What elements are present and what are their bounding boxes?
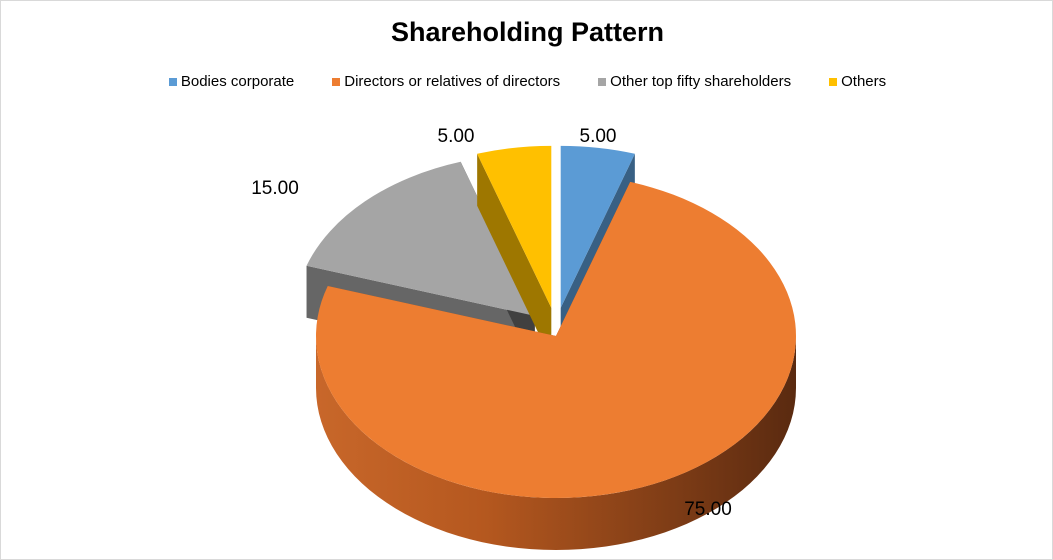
legend-item-bodies-corporate: Bodies corporate (168, 73, 295, 90)
slice-top (315, 181, 796, 499)
slice-side (316, 336, 796, 550)
pie-slice (477, 145, 552, 360)
legend: Bodies corporate Directors or relatives … (1, 73, 1052, 90)
data-label: 5.00 (580, 126, 617, 147)
legend-label: Others (841, 73, 887, 90)
legend-item-others: Others (829, 73, 886, 90)
slice-wall (477, 153, 552, 360)
legend-label: Directors or relatives of directors (344, 73, 561, 90)
data-label: 15.00 (251, 178, 299, 199)
legend-label: Other top fifty shareholders (610, 73, 792, 90)
legend-swatch (168, 77, 177, 86)
legend-label: Bodies corporate (180, 73, 295, 90)
pie-slice (315, 181, 796, 550)
chart-title: Shareholding Pattern (390, 17, 665, 47)
slice-top (477, 145, 552, 308)
legend-item-directors: Directors or relatives of directors (332, 73, 560, 90)
legend-swatch (829, 77, 838, 86)
legend-swatch (598, 77, 607, 86)
data-label: 5.00 (438, 126, 475, 147)
data-label: 75.00 (684, 499, 732, 520)
legend-item-other-top-fifty: Other top fifty shareholders (598, 73, 791, 90)
legend-swatch (332, 77, 341, 86)
slice-top (560, 145, 635, 308)
